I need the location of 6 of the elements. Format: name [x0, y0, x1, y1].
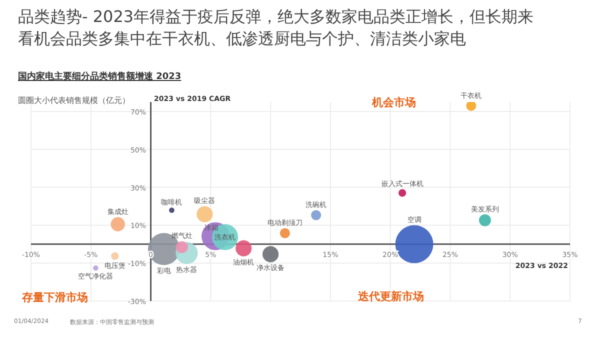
annotation: 存量下滑市场	[22, 290, 88, 305]
chart-title: 品类趋势- 2023年得益于疫后反弹，绝大多数家电品类正增长，但长期来看机会品类多集中在干衣机、低渗透厨电与个护、清洁类小家电	[18, 6, 535, 50]
annotation: 迭代更新市场	[358, 289, 424, 304]
annotation: 圆圈大小代表销售规模（亿元）	[18, 95, 130, 106]
chart-subtitle: 国内家电主要细分品类销售额增速 2023	[18, 70, 182, 83]
annotation: 机会市场	[372, 95, 416, 110]
